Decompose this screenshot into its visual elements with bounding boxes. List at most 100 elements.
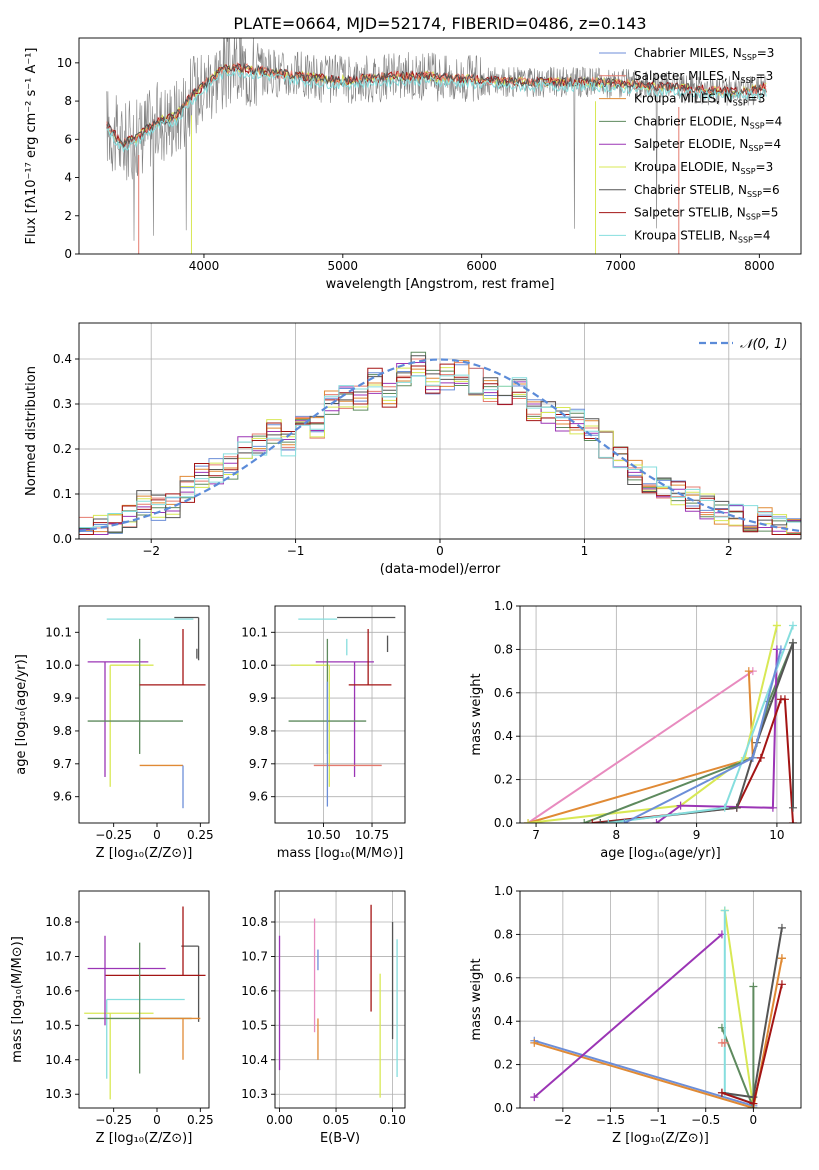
mass-weight-marker xyxy=(749,982,758,991)
x-tick-label: −0.25 xyxy=(95,1113,132,1127)
x-tick-label: 9 xyxy=(693,828,701,842)
axes-frame xyxy=(519,605,802,824)
axes: 10.50 10.75 9.6 9.7 9.8 9.9 10.0 10.1 mass [log₁… xyxy=(241,605,406,861)
spectrum-panel: 4000 5000 6000 7000 8000 0 2 4 6 8 10 wavelength [A… xyxy=(24,37,802,292)
x-axis-label: (data-model)/error xyxy=(380,562,501,577)
y-axis-label: mass [log₁₀(M/M⊙)] xyxy=(10,936,25,1063)
y-tick-label: 10.6 xyxy=(45,984,72,998)
grid xyxy=(275,606,405,823)
mass-weight-marker xyxy=(777,980,786,989)
x-tick-label: 0 xyxy=(750,1113,758,1127)
mass-weight-marker xyxy=(732,803,741,812)
axes: 0.00 0.05 0.10 10.3 10.4 10.5 10.6 10.7 10.8 E(B-… xyxy=(241,890,406,1146)
mass-weight-marker xyxy=(748,753,757,762)
y-tick-label: 0 xyxy=(64,247,72,261)
mass-weight-marker xyxy=(676,801,685,810)
x-tick-label: 4000 xyxy=(189,259,220,273)
y-tick-label: 8 xyxy=(64,94,72,108)
mass-weight-marker xyxy=(776,645,785,654)
mass-weight-marker xyxy=(596,819,605,823)
y-axis-label: Flux [fλ10⁻¹⁷ erg cm⁻² s⁻¹ A⁻¹] xyxy=(24,48,39,245)
mass-weight-marker xyxy=(530,1093,539,1102)
x-axis-label: wavelength [Angstrom, rest frame] xyxy=(326,277,555,292)
mass-weight-marker xyxy=(780,695,789,704)
mass-weight-line-kroupa_miles xyxy=(534,958,783,1108)
model-spectrum-chabrier_stelib xyxy=(106,62,767,149)
mass-weight-marker xyxy=(620,819,629,823)
mass-weight-marker xyxy=(788,638,797,647)
figure-title: PLATE=0664, MJD=52174, FIBERID=0486, z=0… xyxy=(233,14,646,33)
plot-area xyxy=(106,38,767,254)
plot-area xyxy=(288,616,396,807)
x-axis-label: age [log₁₀(age/yr)] xyxy=(600,846,721,861)
residuals-panel: −2 −1 0 1 2 0.0 0.1 0.2 0.3 0.4 (data-model)/error… xyxy=(24,322,802,577)
x-tick-label: 0.05 xyxy=(323,1113,350,1127)
axes: 7 8 9 10 0.0 0.2 0.4 0.6 0.8 1.0 age [log₁₀(age/yr… xyxy=(469,599,802,861)
legend-entry: Chabrier MILES, NSSP=3 xyxy=(634,46,774,62)
mass-vs-Z-panel: −0.25 0 0.25 10.3 10.4 10.5 10.6 10.7 10.8 Z [log… xyxy=(10,890,214,1146)
legend-entry: Chabrier ELODIE, NSSP=4 xyxy=(634,114,782,130)
legend-entry: Salpeter STELIB, NSSP=5 xyxy=(634,206,778,222)
y-tick-label: 10.5 xyxy=(241,1018,268,1032)
x-tick-label: 0.10 xyxy=(379,1113,406,1127)
y-tick-label: 9.9 xyxy=(249,691,268,705)
legend-entry: Kroupa ELODIE, NSSP=3 xyxy=(634,160,773,176)
y-axis-label: age [log₁₀(age/yr)] xyxy=(14,654,29,775)
mass-weight-marker xyxy=(720,1038,729,1047)
y-tick-label: 0.0 xyxy=(53,532,72,546)
y-tick-label: 9.7 xyxy=(53,757,72,771)
y-tick-label: 4 xyxy=(64,171,72,185)
x-tick-label: 2 xyxy=(725,544,733,558)
y-tick-label: 0.6 xyxy=(494,686,513,700)
x-tick-label: 10.75 xyxy=(355,828,389,842)
y-tick-label: 6 xyxy=(64,132,72,146)
x-axis-label: Z [log₁₀(Z/Z⊙)] xyxy=(612,1131,709,1146)
spectrum-legend: Chabrier MILES, NSSP=3 Salpeter MILES, NS… xyxy=(599,46,782,244)
y-tick-label: 9.8 xyxy=(249,724,268,738)
mass-weight-marker xyxy=(652,819,661,823)
y-tick-label: 9.8 xyxy=(53,724,72,738)
y-axis-label: mass weight xyxy=(469,673,484,755)
axes-frame xyxy=(274,890,406,1109)
x-tick-label: 6000 xyxy=(466,259,497,273)
mass-weight-marker xyxy=(720,906,729,915)
y-axis-label: mass weight xyxy=(469,958,484,1040)
y-tick-label: 10.5 xyxy=(45,1018,72,1032)
y-tick-label: 10.1 xyxy=(241,625,268,639)
axes-frame xyxy=(78,890,210,1109)
y-tick-label: 10.7 xyxy=(241,949,268,963)
axes: −0.25 0 0.25 9.6 9.7 9.8 9.9 10.0 10.1 Z [log₁₀(Z… xyxy=(14,605,214,861)
x-tick-label: −2 xyxy=(554,1113,572,1127)
x-tick-label: 8 xyxy=(613,828,621,842)
y-tick-label: 10.4 xyxy=(241,1053,268,1067)
y-tick-label: 0.4 xyxy=(53,352,72,366)
mass-weight-line-chabrier_elodie xyxy=(720,986,755,1108)
mass-vs-EBV-panel: 0.00 0.05 0.10 10.3 10.4 10.5 10.6 10.7 10.8 E(B-… xyxy=(241,890,406,1146)
y-tick-label: 10.7 xyxy=(45,949,72,963)
y-tick-label: 0.8 xyxy=(494,927,513,941)
legend-entry: Salpeter ELODIE, NSSP=4 xyxy=(634,137,781,153)
axes: −2 −1 0 1 2 0.0 0.1 0.2 0.3 0.4 (data-model)/error… xyxy=(24,322,802,577)
x-axis-label: Z [log₁₀(Z/Z⊙)] xyxy=(96,846,193,861)
x-tick-label: 7 xyxy=(532,828,540,842)
mass-weight-vs-age-panel: 7 8 9 10 0.0 0.2 0.4 0.6 0.8 1.0 age [log₁₀(age/yr… xyxy=(469,599,802,861)
x-tick-label: 0 xyxy=(153,1113,161,1127)
axes-frame xyxy=(78,37,802,255)
mass-weight-marker xyxy=(768,803,777,812)
mass-weight-line-kroupa_elodie xyxy=(723,910,755,1108)
x-tick-label: 0.25 xyxy=(187,828,214,842)
y-tick-label: 10.8 xyxy=(45,915,72,929)
axes-frame xyxy=(274,605,406,824)
y-tick-label: 0.2 xyxy=(53,442,72,456)
mass-weight-marker xyxy=(756,753,765,762)
mass-weight-marker xyxy=(788,819,797,823)
y-tick-label: 0.2 xyxy=(494,1058,513,1072)
x-tick-label: 5000 xyxy=(328,259,359,273)
age-vs-Z-panel: −0.25 0 0.25 9.6 9.7 9.8 9.9 10.0 10.1 Z [log₁₀(Z… xyxy=(14,605,214,861)
plot-area xyxy=(84,906,206,1100)
mass-weight-line-kroupa_miles xyxy=(527,671,754,823)
y-tick-label: 0.2 xyxy=(494,773,513,787)
x-tick-label: 10 xyxy=(769,828,784,842)
legend-entry: Chabrier STELIB, NSSP=6 xyxy=(634,183,780,199)
residual-histogram-kroupa_stelib xyxy=(79,374,801,539)
